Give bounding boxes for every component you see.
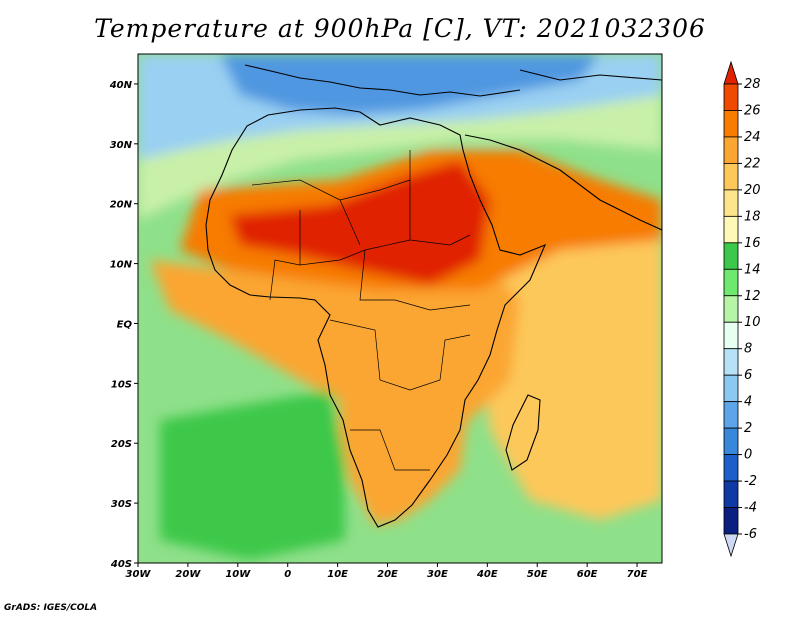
colorbar-label: 18 bbox=[744, 209, 761, 224]
colorbar-box bbox=[723, 401, 739, 429]
colorbar-bottom-arrow bbox=[723, 533, 739, 558]
coastlines bbox=[205, 64, 662, 528]
colorbar-label: 24 bbox=[744, 130, 761, 145]
x-tick-label: 20E bbox=[377, 569, 398, 580]
zone-europe-cold bbox=[220, 54, 600, 115]
colorbar-label: -2 bbox=[744, 474, 757, 489]
chart-title: Temperature at 900hPa [C], VT: 202103230… bbox=[94, 14, 706, 43]
zone-south-atlantic bbox=[160, 390, 345, 560]
y-tick-label: EQ bbox=[117, 319, 133, 330]
x-tick-label: 0 bbox=[284, 569, 291, 580]
y-tick-label: 30N bbox=[110, 140, 133, 151]
colorbar-label: 16 bbox=[744, 236, 761, 251]
colorbar-box bbox=[723, 136, 739, 164]
colorbar-box bbox=[723, 507, 739, 535]
y-tick-label: 10S bbox=[111, 379, 132, 390]
colorbar-label: 22 bbox=[744, 156, 761, 171]
colorbar-label: -6 bbox=[744, 527, 757, 542]
colorbar-label: 6 bbox=[744, 368, 752, 383]
colorbar-label: 20 bbox=[744, 183, 761, 198]
y-axis-ticks: 40S 30S 20S 10S EQ 10N 20N 30N 40N bbox=[109, 80, 138, 570]
country-borders bbox=[251, 150, 471, 471]
map-frame bbox=[137, 53, 663, 564]
x-tick-label: 10W bbox=[225, 569, 251, 580]
colorbar-label: 28 bbox=[744, 77, 761, 92]
colorbar-box bbox=[723, 83, 739, 111]
zone-central-africa bbox=[150, 260, 520, 440]
colorbar-box bbox=[723, 374, 739, 403]
x-tick-label: 40E bbox=[476, 569, 498, 580]
y-tick-label: 40N bbox=[109, 80, 133, 91]
x-tick-label: 30W bbox=[126, 569, 152, 580]
arabia-coastline bbox=[464, 69, 662, 231]
europe-coastline bbox=[244, 64, 521, 97]
colorbar-box bbox=[723, 295, 739, 323]
colorbar-label: 10 bbox=[744, 315, 761, 330]
colorbar-box bbox=[723, 189, 739, 217]
zone-indian-ocean bbox=[480, 200, 662, 520]
africa-coastline bbox=[205, 107, 547, 528]
temperature-field bbox=[138, 54, 662, 563]
colorbar-box bbox=[723, 268, 739, 297]
colorbar-label: 8 bbox=[744, 342, 752, 357]
colorbar-label: 14 bbox=[744, 262, 761, 277]
colorbar-box bbox=[723, 348, 739, 376]
colorbar-box bbox=[723, 480, 739, 508]
y-tick-label: 40S bbox=[110, 559, 132, 570]
colorbar-label: 4 bbox=[744, 395, 752, 410]
x-tick-label: 60E bbox=[577, 569, 598, 580]
colorbar-box bbox=[723, 321, 739, 350]
x-tick-label: 10E bbox=[327, 569, 348, 580]
colorbar-label: 0 bbox=[744, 448, 752, 463]
x-tick-label: 50E bbox=[527, 569, 548, 580]
colorbar-box bbox=[723, 163, 739, 191]
colorbar-box bbox=[723, 427, 739, 455]
x-tick-label: 20W bbox=[175, 569, 201, 580]
y-tick-label: 10N bbox=[110, 260, 133, 271]
colorbar-label: 12 bbox=[744, 289, 761, 304]
colorbar-box bbox=[723, 110, 739, 138]
x-tick-label: 70E bbox=[627, 569, 648, 580]
colorbar-label: 26 bbox=[744, 103, 761, 118]
colorbar-box bbox=[723, 454, 739, 482]
grads-credit: GrADS: IGES/COLA bbox=[4, 603, 98, 613]
colorbar-top-arrow bbox=[723, 60, 739, 85]
x-tick-label: 30E bbox=[427, 569, 448, 580]
zone-sahel-hot bbox=[230, 160, 490, 285]
zone-southern-africa bbox=[340, 390, 470, 525]
colorbar-box bbox=[723, 215, 739, 244]
y-tick-label: 20S bbox=[111, 439, 132, 450]
x-axis-ticks: 30W 20W 10W 0 10E 20E 30E 40E 50E 60E 70E bbox=[126, 563, 648, 580]
y-tick-label: 30S bbox=[111, 499, 132, 510]
colorbar-label: 2 bbox=[744, 421, 752, 436]
madagascar bbox=[505, 394, 541, 471]
colorbar-box bbox=[723, 242, 739, 270]
y-tick-label: 20N bbox=[110, 200, 133, 211]
colorbar-label: -4 bbox=[744, 501, 757, 516]
